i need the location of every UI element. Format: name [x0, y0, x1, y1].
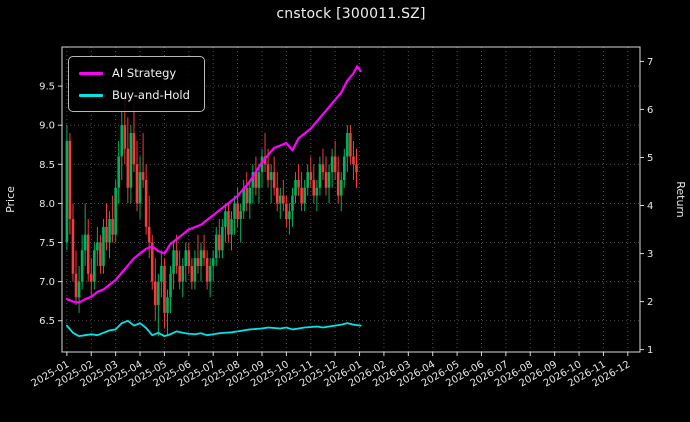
legend-line-swatch — [79, 71, 103, 75]
series-ai-strategy — [65, 65, 362, 304]
legend: AI Strategy Buy-and-Hold — [68, 56, 205, 112]
y-axis-label-return: Return — [674, 181, 687, 218]
svg-text:2: 2 — [647, 297, 653, 308]
svg-text:7: 7 — [647, 57, 653, 68]
svg-text:6: 6 — [647, 105, 653, 116]
svg-text:8.0: 8.0 — [39, 199, 55, 210]
tick-marks — [58, 60, 644, 356]
svg-text:9.5: 9.5 — [39, 82, 55, 93]
series-buy-and-hold — [65, 319, 362, 338]
axes-frame — [61, 46, 641, 353]
svg-text:4: 4 — [647, 201, 653, 212]
svg-text:8.5: 8.5 — [39, 160, 55, 171]
legend-item-ai-strategy: AI Strategy — [79, 66, 190, 80]
svg-text:3: 3 — [647, 249, 653, 260]
y-axis-label-price: Price — [4, 186, 17, 213]
svg-text:9.0: 9.0 — [39, 121, 55, 132]
candlestick-layer — [65, 93, 358, 337]
svg-text:7.0: 7.0 — [39, 277, 55, 288]
axis-labels: Price Return — [4, 181, 687, 218]
legend-line-swatch — [79, 93, 103, 97]
svg-text:6.5: 6.5 — [39, 316, 55, 327]
chart-title: cnstock [300011.SZ] — [276, 6, 426, 22]
legend-label: Buy-and-Hold — [112, 88, 190, 102]
svg-text:7.5: 7.5 — [39, 238, 55, 249]
legend-item-buy-and-hold: Buy-and-Hold — [79, 88, 190, 102]
legend-label: AI Strategy — [112, 66, 177, 80]
svg-text:1: 1 — [647, 345, 653, 356]
line-series-layer — [65, 65, 362, 338]
svg-text:5: 5 — [647, 153, 653, 164]
